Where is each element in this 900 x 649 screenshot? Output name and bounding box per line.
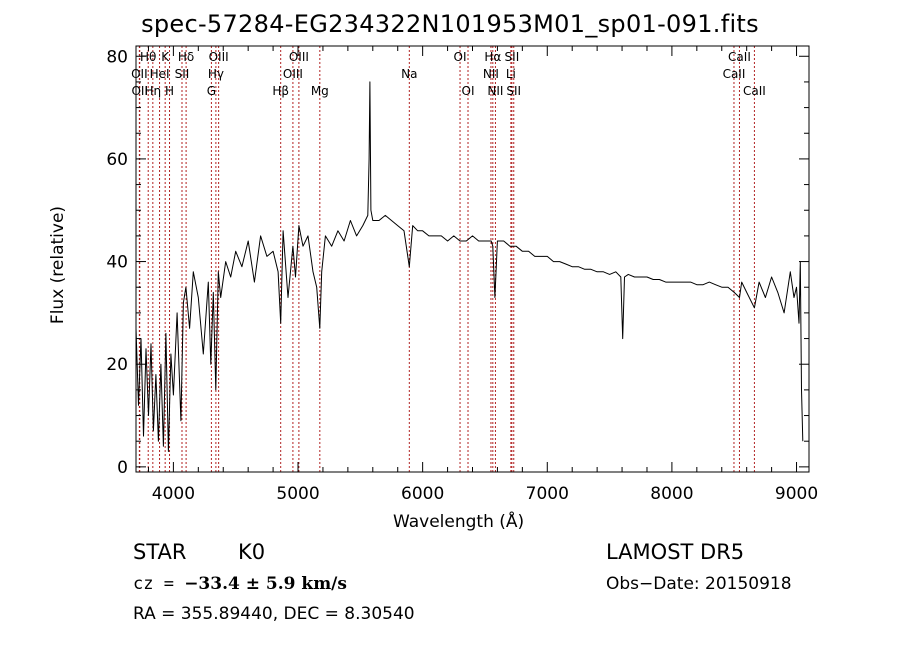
cz-value: −33.4 ± 5.9 km/s bbox=[184, 574, 347, 594]
spectrum-line bbox=[135, 81, 804, 452]
line-label: OI bbox=[462, 84, 475, 98]
line-label: G bbox=[207, 84, 216, 98]
axis-ticks: 4000 5000 6000 7000 8000 9000 0 20 40 60 80 bbox=[106, 46, 818, 504]
line-label: CaII bbox=[743, 84, 766, 98]
line-label: CaII bbox=[728, 50, 751, 64]
line-label: Hγ bbox=[208, 67, 224, 81]
observation-date: Obs−Date: 20150918 bbox=[606, 574, 792, 594]
x-tick-label: 7000 bbox=[526, 484, 569, 504]
x-tick-label: 4000 bbox=[152, 484, 195, 504]
x-tick-label: 9000 bbox=[775, 484, 818, 504]
line-label: HeI bbox=[150, 67, 170, 81]
x-axis-label: Wavelength (Å) bbox=[393, 512, 525, 532]
line-label: Hβ bbox=[272, 84, 289, 98]
line-label: NII bbox=[483, 67, 499, 81]
line-label: Hθ bbox=[140, 50, 156, 64]
object-class: STAR bbox=[133, 540, 187, 564]
line-label: OIII bbox=[289, 50, 309, 64]
x-tick-label: 5000 bbox=[276, 484, 319, 504]
line-label: OIII bbox=[209, 50, 229, 64]
ra-dec-coordinates: RA = 355.89440, DEC = 8.30540 bbox=[133, 604, 415, 624]
chart-title: spec-57284-EG234322N101953M01_sp01-091.f… bbox=[141, 10, 759, 38]
line-label: Li bbox=[506, 67, 516, 81]
line-label: OI bbox=[454, 50, 467, 64]
line-label: OII bbox=[131, 67, 148, 81]
line-label: OIII bbox=[283, 67, 303, 81]
line-label: OII bbox=[131, 84, 148, 98]
line-label: SII bbox=[505, 50, 520, 64]
x-tick-label: 6000 bbox=[401, 484, 444, 504]
x-tick-label: 8000 bbox=[650, 484, 693, 504]
redshift-velocity: cz = −33.4 ± 5.9 km/s bbox=[133, 574, 347, 594]
line-label: SII bbox=[175, 67, 190, 81]
line-label: Hα bbox=[484, 50, 501, 64]
survey-name: LAMOST DR5 bbox=[606, 540, 745, 564]
y-tick-label: 40 bbox=[106, 253, 128, 273]
y-axis-label: Flux (relative) bbox=[48, 205, 68, 325]
object-subclass: K0 bbox=[238, 540, 266, 564]
line-label: Hη bbox=[145, 84, 162, 98]
line-label: K bbox=[161, 50, 170, 64]
y-tick-label: 80 bbox=[106, 47, 128, 67]
line-label: NII bbox=[487, 84, 503, 98]
emission-line-markers bbox=[138, 46, 755, 472]
line-label: Hδ bbox=[178, 50, 194, 64]
spectrum-series bbox=[135, 81, 804, 452]
plot-frame bbox=[135, 45, 810, 473]
line-label: Na bbox=[401, 67, 417, 81]
y-tick-label: 60 bbox=[106, 150, 128, 170]
cz-label: cz = bbox=[133, 574, 185, 594]
line-label: SII bbox=[506, 84, 521, 98]
y-tick-label: 0 bbox=[117, 458, 128, 478]
line-label: H bbox=[165, 84, 174, 98]
line-label: CaII bbox=[723, 67, 746, 81]
line-label: Mg bbox=[311, 84, 329, 98]
y-tick-label: 20 bbox=[106, 355, 128, 375]
